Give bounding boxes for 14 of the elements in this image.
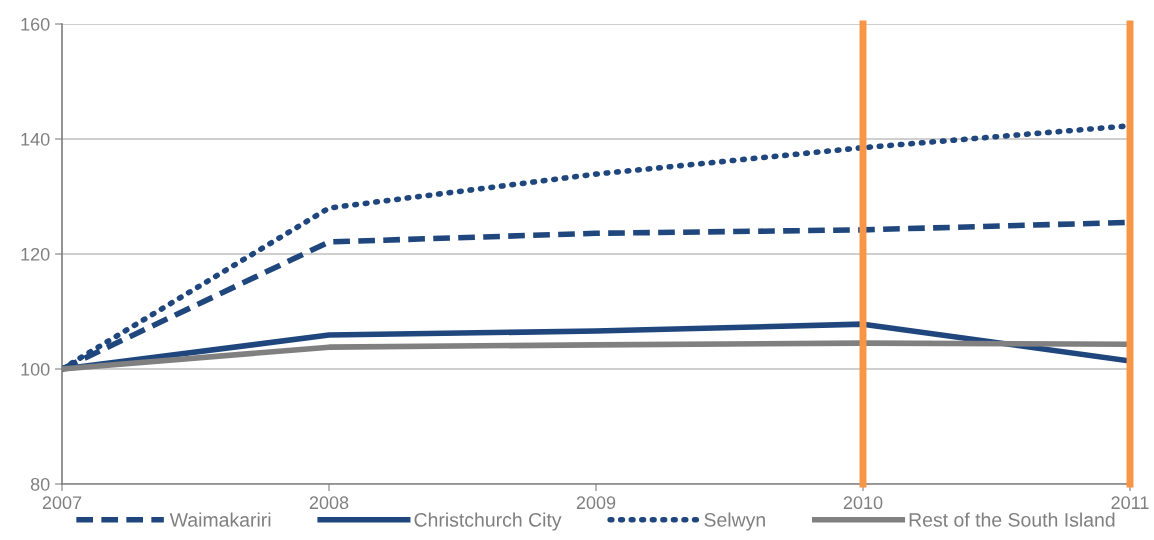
y-tick-label: 120 <box>21 247 50 261</box>
x-tick-label: 2010 <box>843 496 883 510</box>
legend-label: Rest of the South Island <box>909 512 1115 527</box>
legend-label: Waimakariri <box>169 512 271 527</box>
y-tick-label: 100 <box>21 362 50 376</box>
legend-label: Christchurch City <box>414 512 562 531</box>
y-tick-label: 80 <box>30 477 50 491</box>
y-tick-label: 140 <box>21 132 50 146</box>
legend-label: Selwyn <box>704 512 765 531</box>
x-tick-label: 2007 <box>42 496 82 510</box>
y-tick-label: 160 <box>21 17 50 31</box>
x-tick-label: 2011 <box>1111 496 1149 510</box>
x-tick-label: 2008 <box>309 496 349 510</box>
x-tick-label: 2009 <box>576 496 616 510</box>
